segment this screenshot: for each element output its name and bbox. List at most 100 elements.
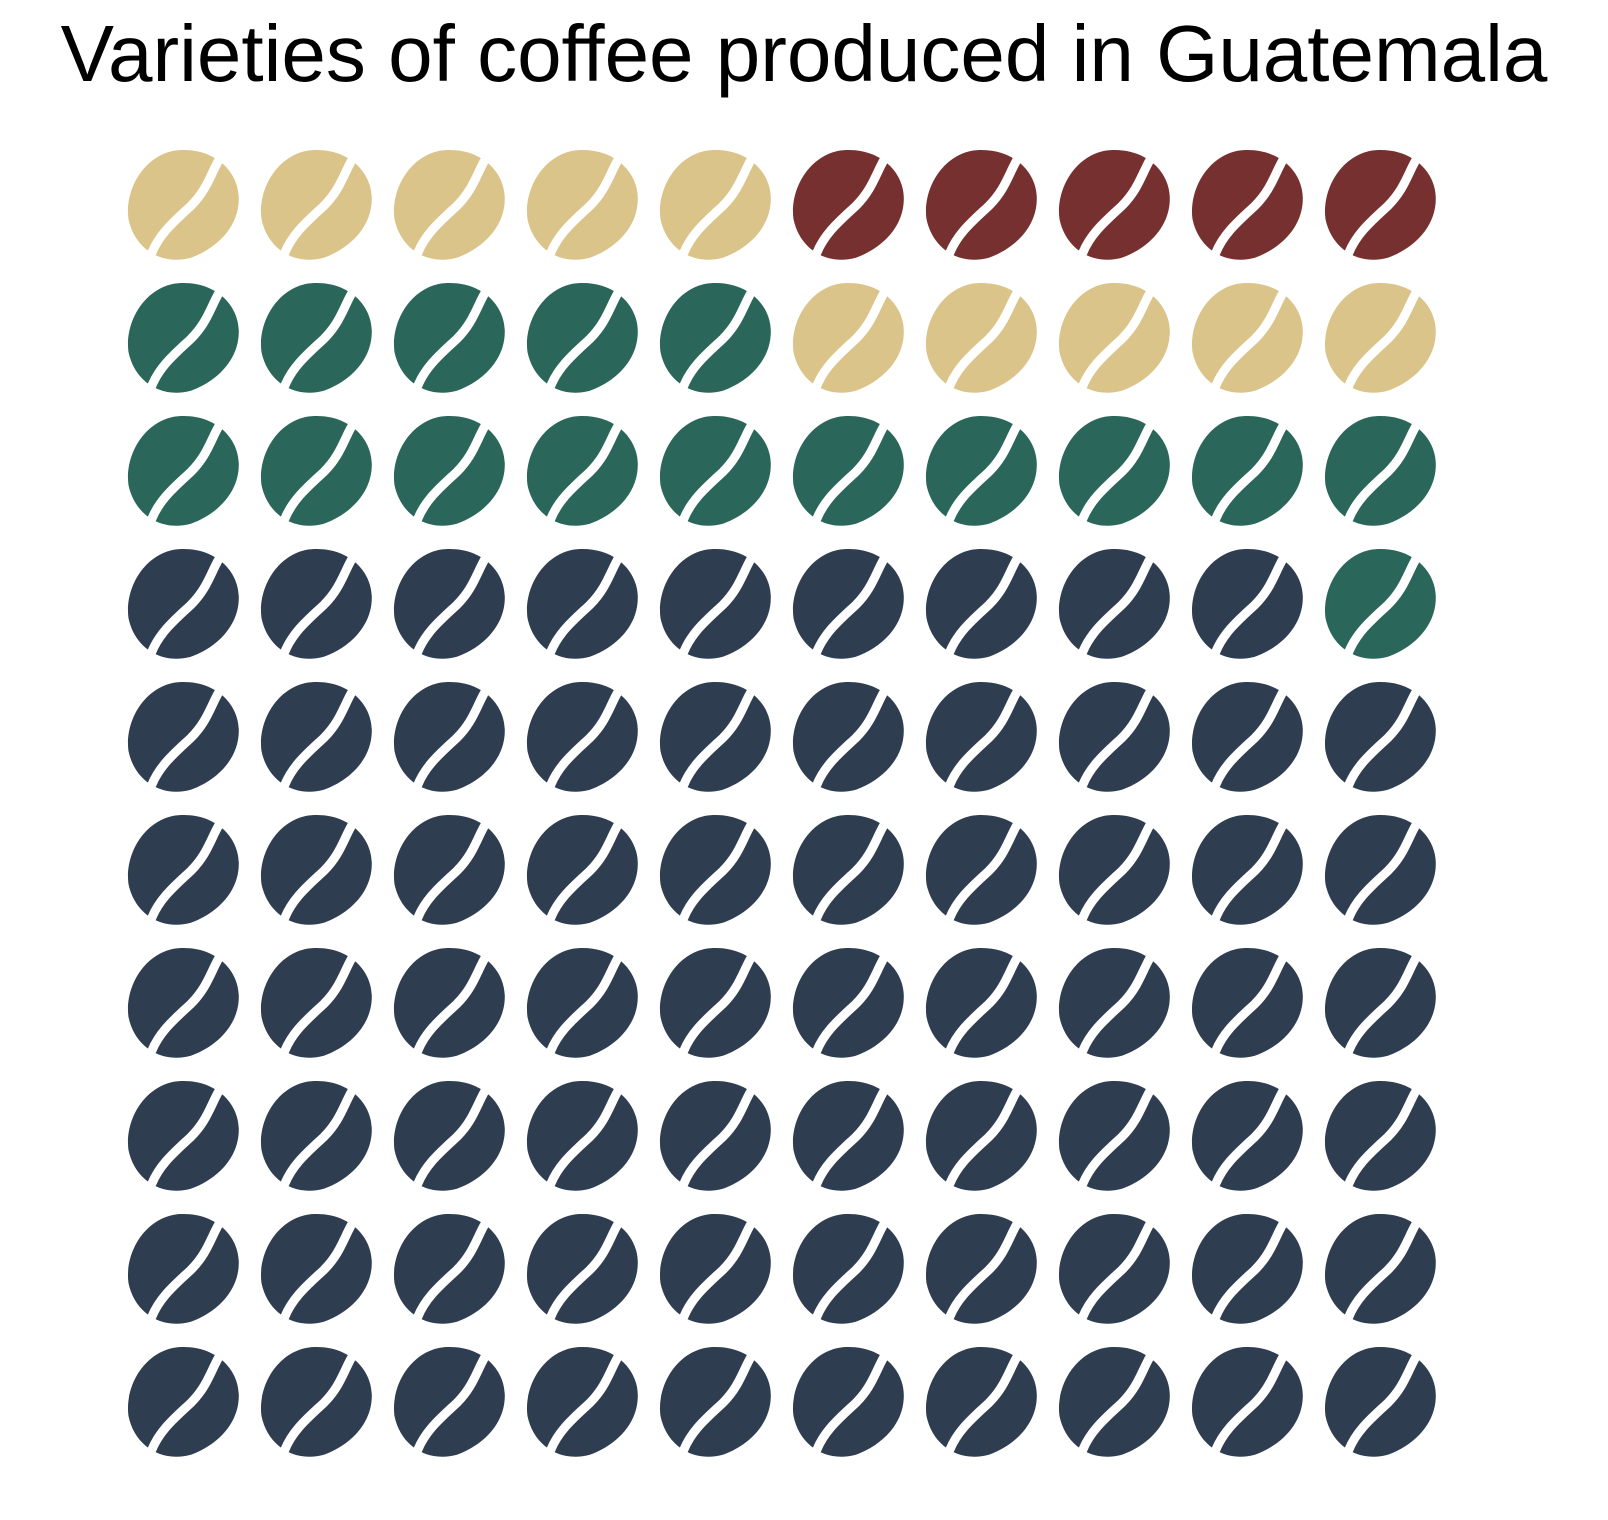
coffee-bean-icon — [925, 1214, 1037, 1324]
coffee-bean-icon — [260, 1081, 372, 1191]
bean-body — [792, 416, 904, 526]
coffee-bean-icon — [526, 948, 638, 1058]
bean-crease — [413, 688, 489, 790]
coffee-bean-icon — [393, 283, 505, 393]
bean-crease — [945, 1220, 1021, 1322]
bean-crease — [1344, 1220, 1420, 1322]
bean-body — [260, 1214, 372, 1324]
bean-crease — [1211, 156, 1287, 258]
coffee-bean-icon — [393, 815, 505, 925]
coffee-bean-icon — [792, 815, 904, 925]
bean-body — [1058, 682, 1170, 792]
bean-crease — [1344, 954, 1420, 1056]
bean-body — [792, 682, 904, 792]
bean-crease — [812, 1220, 888, 1322]
bean-crease — [147, 156, 223, 258]
bean-body — [1324, 416, 1436, 526]
bean-crease — [1344, 422, 1420, 524]
coffee-bean-icon — [127, 682, 239, 792]
bean-crease — [1344, 1353, 1420, 1455]
bean-body — [792, 815, 904, 925]
bean-body — [1324, 283, 1436, 393]
coffee-bean-icon — [659, 549, 771, 659]
bean-crease — [945, 422, 1021, 524]
bean-body — [1058, 150, 1170, 260]
bean-body — [127, 948, 239, 1058]
bean-body — [127, 150, 239, 260]
bean-body — [792, 948, 904, 1058]
bean-crease — [1078, 156, 1154, 258]
bean-body — [925, 150, 1037, 260]
bean-crease — [1078, 422, 1154, 524]
bean-crease — [1344, 156, 1420, 258]
bean-crease — [679, 289, 755, 391]
bean-body — [260, 1347, 372, 1457]
bean-body — [792, 1214, 904, 1324]
coffee-bean-icon — [393, 1214, 505, 1324]
coffee-bean-icon — [925, 1081, 1037, 1191]
coffee-bean-icon — [925, 549, 1037, 659]
bean-body — [260, 416, 372, 526]
bean-body — [1191, 416, 1303, 526]
coffee-bean-icon — [127, 1347, 239, 1457]
bean-body — [526, 1081, 638, 1191]
bean-body — [1191, 682, 1303, 792]
coffee-bean-icon — [260, 948, 372, 1058]
bean-body — [127, 1214, 239, 1324]
bean-crease — [413, 1087, 489, 1189]
coffee-bean-icon — [925, 815, 1037, 925]
coffee-bean-icon — [792, 1214, 904, 1324]
bean-body — [393, 1214, 505, 1324]
bean-crease — [1344, 555, 1420, 657]
bean-crease — [679, 688, 755, 790]
coffee-bean-icon — [659, 1214, 771, 1324]
bean-body — [127, 682, 239, 792]
bean-crease — [679, 422, 755, 524]
coffee-bean-icon — [526, 283, 638, 393]
coffee-bean-icon — [1058, 948, 1170, 1058]
bean-crease — [1344, 821, 1420, 923]
bean-body — [659, 549, 771, 659]
coffee-bean-icon — [127, 150, 239, 260]
bean-body — [393, 948, 505, 1058]
bean-body — [925, 1081, 1037, 1191]
coffee-bean-icon — [127, 416, 239, 526]
bean-body — [659, 815, 771, 925]
coffee-bean-icon — [1324, 1214, 1436, 1324]
bean-body — [659, 682, 771, 792]
bean-crease — [546, 688, 622, 790]
bean-body — [260, 150, 372, 260]
bean-crease — [1211, 1220, 1287, 1322]
coffee-bean-icon — [393, 549, 505, 659]
bean-crease — [546, 1220, 622, 1322]
bean-crease — [679, 1353, 755, 1455]
bean-crease — [147, 422, 223, 524]
bean-body — [127, 815, 239, 925]
bean-crease — [147, 1353, 223, 1455]
bean-crease — [280, 555, 356, 657]
bean-body — [127, 416, 239, 526]
coffee-bean-icon — [260, 1347, 372, 1457]
bean-crease — [812, 555, 888, 657]
coffee-bean-icon — [127, 1081, 239, 1191]
coffee-bean-icon — [127, 283, 239, 393]
coffee-bean-icon — [1191, 549, 1303, 659]
coffee-bean-icon — [393, 1081, 505, 1191]
coffee-bean-icon — [127, 549, 239, 659]
bean-body — [792, 150, 904, 260]
bean-body — [260, 1081, 372, 1191]
bean-body — [925, 549, 1037, 659]
coffee-bean-icon — [526, 549, 638, 659]
bean-body — [393, 682, 505, 792]
bean-crease — [280, 688, 356, 790]
bean-crease — [945, 1353, 1021, 1455]
bean-crease — [812, 688, 888, 790]
coffee-bean-icon — [260, 682, 372, 792]
bean-body — [792, 549, 904, 659]
bean-body — [659, 150, 771, 260]
coffee-bean-icon — [260, 549, 372, 659]
bean-crease — [546, 156, 622, 258]
bean-body — [260, 283, 372, 393]
bean-body — [1058, 815, 1170, 925]
bean-crease — [413, 422, 489, 524]
